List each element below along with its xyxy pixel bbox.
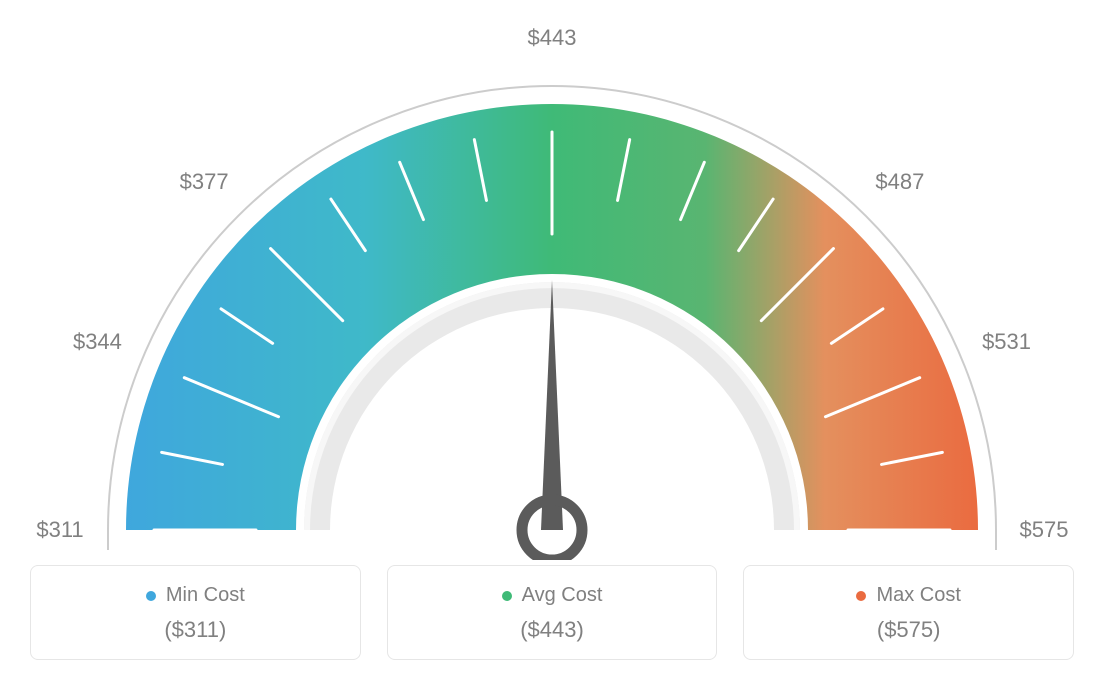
gauge-tick-label: $377 [180,169,229,195]
gauge-tick-label: $487 [875,169,924,195]
gauge-tick-label: $443 [528,25,577,51]
gauge-tick-label: $311 [36,517,83,543]
gauge-tick-label: $344 [73,329,122,355]
legend-value-max: ($575) [754,617,1063,643]
dot-icon [856,591,866,601]
gauge-tick-label: $531 [982,329,1031,355]
legend-title-label: Max Cost [876,584,960,607]
legend-title-max: Max Cost [856,584,960,607]
legend-card-avg: Avg Cost ($443) [387,565,718,660]
dot-icon [502,591,512,601]
legend-value-avg: ($443) [398,617,707,643]
legend-title-avg: Avg Cost [502,584,603,607]
legend-card-min: Min Cost ($311) [30,565,361,660]
legend-title-min: Min Cost [146,584,245,607]
gauge-tick-label: $575 [1020,517,1069,543]
dot-icon [146,591,156,601]
legend-title-label: Min Cost [166,584,245,607]
gauge-svg [0,0,1104,560]
legend-title-label: Avg Cost [522,584,603,607]
legend-card-max: Max Cost ($575) [743,565,1074,660]
legend-value-min: ($311) [41,617,350,643]
gauge-chart: $311 $344 $377 $443 $487 $531 $575 [0,0,1104,560]
legend-row: Min Cost ($311) Avg Cost ($443) Max Cost… [0,547,1104,690]
